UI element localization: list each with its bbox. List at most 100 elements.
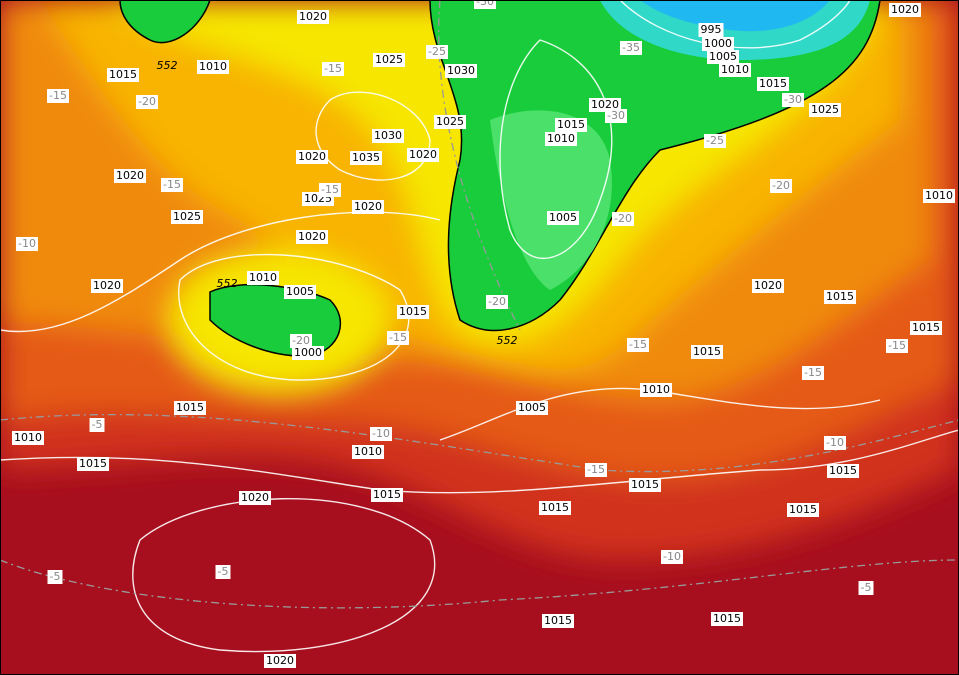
contour-label: 1015 <box>371 488 403 502</box>
label-text: -20 <box>614 212 632 225</box>
contour-label: 1010 <box>352 445 384 459</box>
label-text: 1015 <box>557 118 585 131</box>
contour-label: 1020 <box>114 169 146 183</box>
label-box <box>589 98 621 112</box>
label-box <box>787 503 819 517</box>
label-text: 1015 <box>759 77 787 90</box>
label-box <box>802 366 824 380</box>
label-box <box>161 178 183 192</box>
label-box <box>91 279 123 293</box>
contour-label: 1020 <box>296 150 328 164</box>
label-text: -10 <box>372 427 390 440</box>
contour-label: 1015 <box>77 457 109 471</box>
label-text: 1015 <box>541 501 569 514</box>
contour-label: 1020 <box>352 200 384 214</box>
label-text: -15 <box>389 331 407 344</box>
label-text: 1030 <box>447 64 475 77</box>
label-box <box>824 436 846 450</box>
label-text: 1015 <box>399 305 427 318</box>
label-box <box>239 491 271 505</box>
label-box <box>136 95 158 109</box>
label-box <box>77 457 109 471</box>
label-text: 1005 <box>518 401 546 414</box>
contour-label: 1025 <box>809 103 841 117</box>
label-box <box>445 64 477 78</box>
label-text: -15 <box>163 178 181 191</box>
contour-label: -20 <box>612 212 634 226</box>
label-box <box>171 210 203 224</box>
contour-label: -5 <box>858 581 874 595</box>
label-text: -15 <box>888 339 906 352</box>
label-text: 1000 <box>704 37 732 50</box>
label-text: -20 <box>488 295 506 308</box>
label-text: 1025 <box>436 115 464 128</box>
label-text: -5 <box>50 570 61 583</box>
contour-label: -5 <box>215 565 231 579</box>
contour-label: 1015 <box>555 118 587 132</box>
contour-label: 1010 <box>197 60 229 74</box>
label-box <box>661 550 683 564</box>
label-box <box>107 68 139 82</box>
label-text: -30 <box>476 0 494 8</box>
label-text: 1020 <box>241 491 269 504</box>
contour-label: 1020 <box>239 491 271 505</box>
label-box <box>704 134 726 148</box>
label-text: 1015 <box>631 478 659 491</box>
label-box <box>486 295 508 309</box>
label-box <box>886 339 908 353</box>
contour-label: -35 <box>620 41 642 55</box>
label-text: 1025 <box>811 103 839 116</box>
label-text: 1010 <box>199 60 227 73</box>
cold-region <box>119 0 211 44</box>
contour-label: 1020 <box>91 279 123 293</box>
label-box <box>373 53 405 67</box>
contour-label: -10 <box>824 436 846 450</box>
label-box <box>296 230 328 244</box>
label-box <box>782 93 804 107</box>
label-box <box>698 23 724 37</box>
label-box <box>612 212 634 226</box>
label-box <box>542 614 574 628</box>
contour-label: -15 <box>161 178 183 192</box>
contour-label: 1015 <box>757 77 789 91</box>
isobar <box>0 429 959 494</box>
label-box <box>889 3 921 17</box>
label-box <box>827 464 859 478</box>
label-text: 1010 <box>925 189 953 202</box>
contour-label: 1015 <box>174 401 206 415</box>
label-text: 1020 <box>298 230 326 243</box>
label-text: 1010 <box>721 63 749 76</box>
label-text: 1020 <box>754 279 782 292</box>
label-box <box>12 431 44 445</box>
label-text: 1015 <box>912 321 940 334</box>
label-box <box>516 401 548 415</box>
label-text: 1025 <box>375 53 403 66</box>
label-box <box>620 41 642 55</box>
label-text: 1010 <box>14 431 42 444</box>
label-text: 1015 <box>79 457 107 470</box>
contour-label: 1015 <box>629 478 661 492</box>
label-box <box>350 151 382 165</box>
contour-label: 1015 <box>711 612 743 626</box>
label-text: 1020 <box>354 200 382 213</box>
contour-label: 1010 <box>719 63 751 77</box>
contour-label: 1010 <box>545 132 577 146</box>
label-box <box>47 570 63 584</box>
contour-label: 1020 <box>264 654 296 668</box>
label-box <box>215 565 231 579</box>
isobar <box>315 91 431 181</box>
isobar <box>178 253 410 381</box>
label-text: 1015 <box>789 503 817 516</box>
label-box <box>474 0 496 9</box>
label-box <box>555 118 587 132</box>
label-text: 1020 <box>93 279 121 292</box>
label-box <box>757 77 789 91</box>
label-box <box>719 63 751 77</box>
label-box <box>247 271 279 285</box>
label-box <box>47 89 69 103</box>
contour-label: -15 <box>585 463 607 477</box>
contour-label: -20 <box>486 295 508 309</box>
contour-label: -15 <box>319 183 341 197</box>
contour-label: -15 <box>886 339 908 353</box>
label-box <box>322 62 344 76</box>
